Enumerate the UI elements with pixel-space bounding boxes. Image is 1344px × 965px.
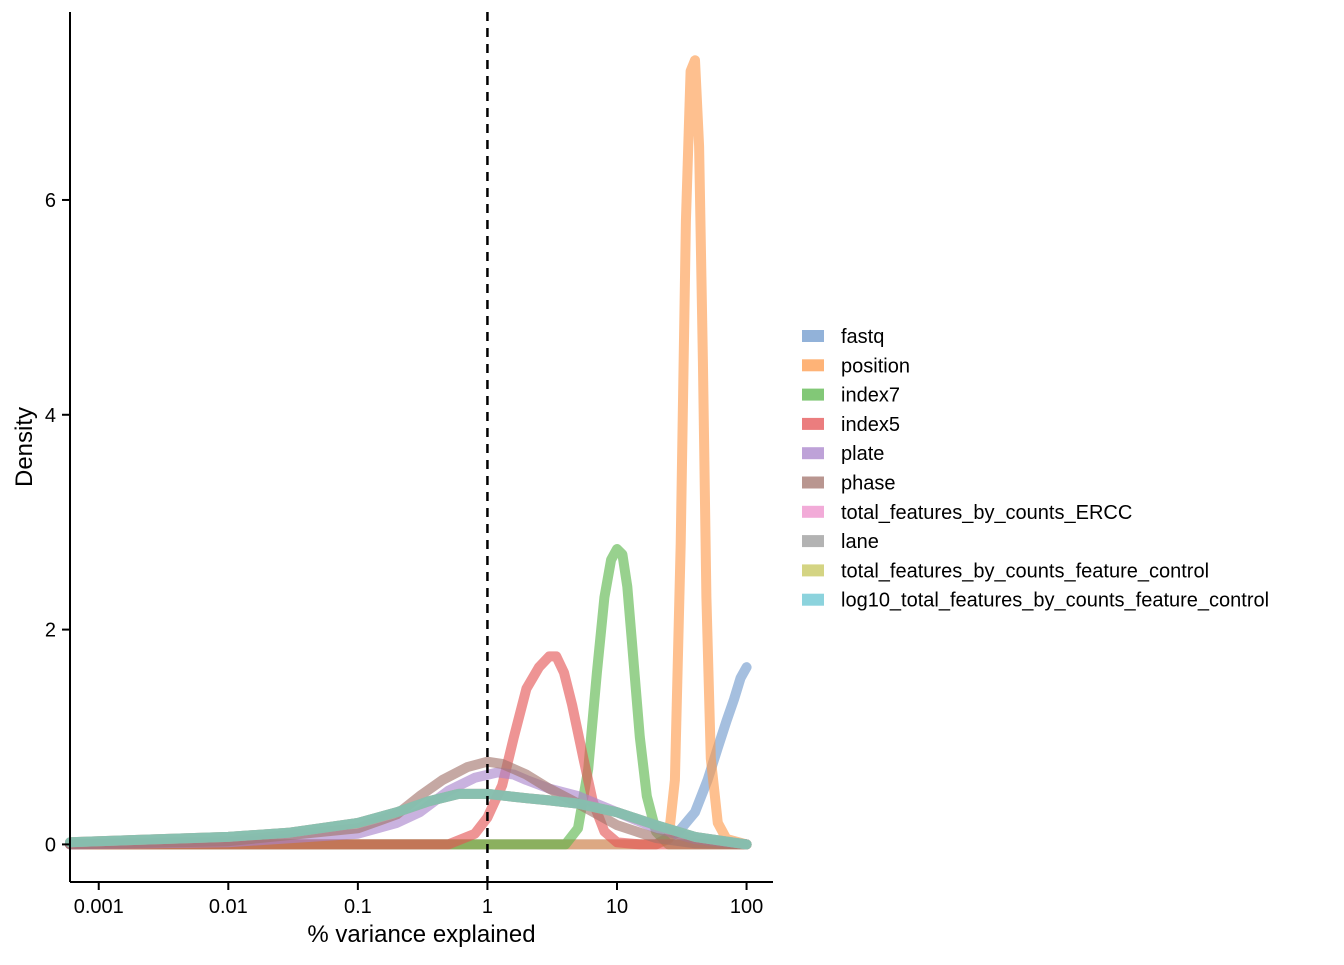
y-tick-label: 4	[45, 405, 56, 427]
x-tick-label: 1	[482, 896, 493, 918]
legend-key-index7	[802, 388, 824, 401]
series-line-index5	[65, 651, 752, 850]
tick-marks: 0.001 0.01 0.1 1 10 100 0 2 4 6	[45, 190, 763, 918]
legend-key-lane	[802, 535, 824, 548]
y-tick-label: 6	[45, 190, 56, 212]
x-tick-label: 0.1	[344, 896, 372, 918]
legend-key-index5	[802, 417, 824, 430]
legend-label: total_features_by_counts_feature_control	[841, 560, 1209, 582]
legend-label: index7	[841, 385, 900, 407]
y-axis-title: Density	[11, 407, 38, 487]
axes	[69, 12, 773, 883]
legend-label: phase	[841, 473, 896, 495]
y-tick-label: 0	[45, 834, 56, 856]
x-tick-label: 0.001	[74, 896, 124, 918]
series-line-log10-total-features-by-counts-feature-control	[65, 788, 752, 850]
x-tick-label: 0.01	[209, 896, 248, 918]
x-tick-label: 10	[606, 896, 628, 918]
legend-key-total-features-by-counts-feature-control	[802, 564, 824, 577]
series-line-index7	[65, 544, 752, 850]
legend-key-fastq	[802, 330, 824, 342]
series-line-position	[65, 55, 752, 850]
legend-key-plate	[802, 447, 824, 460]
legend-key-position	[802, 359, 824, 372]
legend-label: log10_total_features_by_counts_feature_c…	[841, 590, 1269, 612]
x-tick-label: 100	[730, 896, 763, 918]
legend: fastq position index7 index5 plate phase total…	[802, 326, 1269, 612]
legend-key-total-features-by-counts-ERCC	[802, 505, 824, 518]
legend-key-phase	[802, 476, 824, 489]
legend-key-log10-total-features-by-counts-feature-control	[802, 593, 824, 606]
series-lines	[65, 55, 752, 850]
legend-label: position	[841, 355, 910, 377]
y-tick-label: 2	[45, 620, 56, 642]
legend-label: total_features_by_counts_ERCC	[841, 502, 1132, 524]
legend-label: index5	[841, 414, 900, 436]
legend-label: fastq	[841, 326, 884, 348]
x-axis-title: % variance explained	[307, 921, 535, 948]
legend-label: lane	[841, 531, 879, 553]
legend-label: plate	[841, 443, 884, 465]
